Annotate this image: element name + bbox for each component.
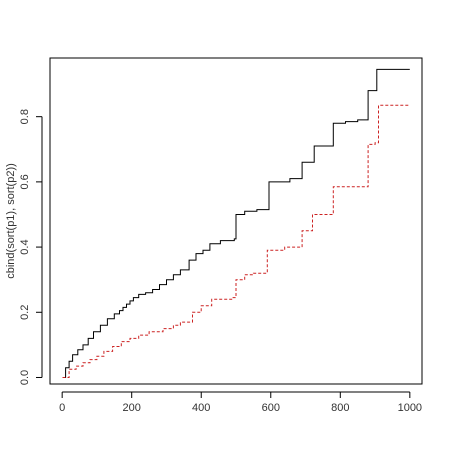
y-tick-label: 0.0 bbox=[19, 370, 31, 385]
series-layer bbox=[62, 68, 410, 378]
y-axis: 0.0 0.2 0.4 0.6 0.8 bbox=[19, 109, 43, 385]
series-line-1 bbox=[62, 68, 410, 378]
x-tick-label: 600 bbox=[262, 402, 280, 414]
y-tick-label: 0.4 bbox=[19, 239, 31, 254]
y-tick-label: 0.8 bbox=[19, 109, 31, 124]
series-line-2 bbox=[62, 104, 410, 378]
x-tick-label: 200 bbox=[123, 402, 141, 414]
x-tick-label: 0 bbox=[59, 402, 65, 414]
plot-frame bbox=[49, 57, 423, 385]
x-axis: 0 200 400 600 800 1000 bbox=[59, 391, 422, 414]
x-tick-label: 1000 bbox=[398, 402, 422, 414]
x-tick-label: 800 bbox=[331, 402, 349, 414]
y-tick-label: 0.6 bbox=[19, 174, 31, 189]
y-axis-label: cbind(sort(p1), sort(p2)) bbox=[5, 163, 17, 279]
y-tick-label: 0.2 bbox=[19, 305, 31, 320]
x-tick-label: 400 bbox=[192, 402, 210, 414]
